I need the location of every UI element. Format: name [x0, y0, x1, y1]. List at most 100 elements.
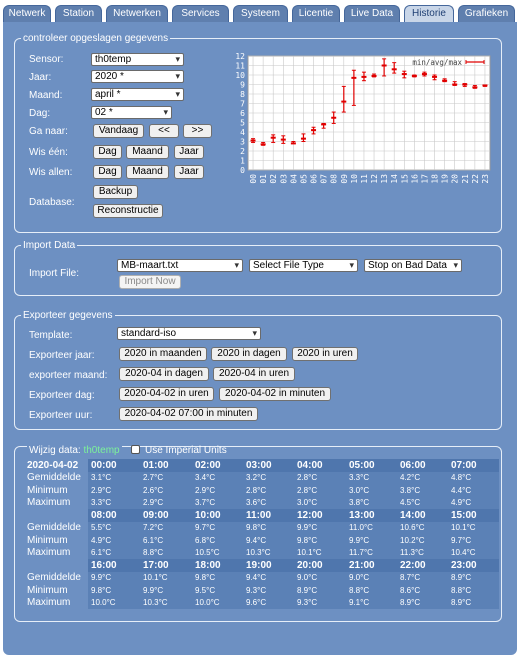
tab-station[interactable]: Station	[55, 5, 102, 23]
wis-allen-dag-button[interactable]: Dag	[93, 165, 122, 179]
value-cell[interactable]: 3.0°C	[346, 484, 397, 497]
maand-select[interactable]: april * ▾	[91, 88, 184, 101]
value-cell[interactable]: 9.7°C	[192, 521, 243, 534]
value-cell[interactable]: 10.1°C	[448, 521, 499, 534]
tab-historie[interactable]: Historie	[404, 5, 454, 23]
imperial-units-checkbox[interactable]	[131, 445, 140, 454]
value-cell[interactable]: 9.9°C	[346, 534, 397, 547]
value-cell[interactable]: 8.8°C	[140, 546, 192, 559]
value-cell[interactable]: 9.0°C	[346, 571, 397, 584]
value-cell[interactable]: 9.8°C	[294, 534, 346, 547]
jaar-select[interactable]: 2020 * ▾	[91, 70, 184, 83]
value-cell[interactable]: 10.3°C	[140, 596, 192, 609]
value-cell[interactable]: 3.3°C	[346, 471, 397, 484]
value-cell[interactable]: 3.6°C	[243, 496, 294, 509]
vandaag-button[interactable]: Vandaag	[93, 124, 144, 138]
value-cell[interactable]: 4.9°C	[448, 496, 499, 509]
wis-een-jaar-button[interactable]: Jaar	[174, 145, 204, 159]
export-day-hours-button[interactable]: 2020-04-02 in uren	[119, 387, 214, 401]
value-cell[interactable]: 10.6°C	[397, 521, 448, 534]
tab-grafieken[interactable]: Grafieken	[458, 5, 515, 23]
value-cell[interactable]: 10.0°C	[88, 596, 140, 609]
value-cell[interactable]: 9.4°C	[243, 571, 294, 584]
value-cell[interactable]: 8.6°C	[397, 584, 448, 597]
value-cell[interactable]: 4.2°C	[397, 471, 448, 484]
tab-netwerken[interactable]: Netwerken	[106, 5, 168, 23]
value-cell[interactable]: 9.6°C	[243, 596, 294, 609]
value-cell[interactable]: 9.9°C	[140, 584, 192, 597]
import-now-button[interactable]: Import Now	[119, 275, 181, 289]
value-cell[interactable]: 2.8°C	[294, 471, 346, 484]
next-day-button[interactable]: >>	[183, 124, 212, 138]
template-select[interactable]: standard-iso ▾	[117, 327, 261, 340]
value-cell[interactable]: 2.9°C	[140, 496, 192, 509]
value-cell[interactable]: 10.2°C	[397, 534, 448, 547]
value-cell[interactable]: 4.4°C	[448, 484, 499, 497]
value-cell[interactable]: 4.9°C	[88, 534, 140, 547]
export-year-hours-button[interactable]: 2020 in uren	[292, 347, 358, 361]
value-cell[interactable]: 3.4°C	[192, 471, 243, 484]
value-cell[interactable]: 9.8°C	[192, 571, 243, 584]
tab-licentie[interactable]: Licentie	[292, 5, 340, 23]
value-cell[interactable]: 8.8°C	[448, 584, 499, 597]
value-cell[interactable]: 3.2°C	[243, 471, 294, 484]
value-cell[interactable]: 3.8°C	[346, 496, 397, 509]
value-cell[interactable]: 6.1°C	[88, 546, 140, 559]
value-cell[interactable]: 10.1°C	[294, 546, 346, 559]
value-cell[interactable]: 9.7°C	[448, 534, 499, 547]
wis-een-maand-button[interactable]: Maand	[126, 145, 169, 159]
value-cell[interactable]: 10.4°C	[448, 546, 499, 559]
value-cell[interactable]: 3.0°C	[294, 496, 346, 509]
value-cell[interactable]: 2.7°C	[140, 471, 192, 484]
import-file-select[interactable]: MB-maart.txt ▾	[117, 259, 243, 272]
dag-select[interactable]: 02 * ▾	[91, 106, 172, 119]
value-cell[interactable]: 9.4°C	[243, 534, 294, 547]
reconstructie-button[interactable]: Reconstructie	[93, 204, 163, 218]
value-cell[interactable]: 9.1°C	[346, 596, 397, 609]
file-type-select[interactable]: Select File Type ▾	[249, 259, 358, 272]
export-hour-minutes-button[interactable]: 2020-04-02 07:00 in minuten	[119, 407, 258, 421]
value-cell[interactable]: 9.3°C	[243, 584, 294, 597]
tab-systeem[interactable]: Systeem	[233, 5, 288, 23]
value-cell[interactable]: 6.1°C	[140, 534, 192, 547]
value-cell[interactable]: 10.3°C	[243, 546, 294, 559]
tab-live-data[interactable]: Live Data	[344, 5, 400, 23]
value-cell[interactable]: 10.5°C	[192, 546, 243, 559]
value-cell[interactable]: 4.8°C	[448, 471, 499, 484]
value-cell[interactable]: 8.9°C	[397, 596, 448, 609]
value-cell[interactable]: 11.3°C	[397, 546, 448, 559]
wis-allen-maand-button[interactable]: Maand	[126, 165, 169, 179]
value-cell[interactable]: 3.8°C	[397, 484, 448, 497]
value-cell[interactable]: 9.8°C	[243, 521, 294, 534]
value-cell[interactable]: 9.9°C	[88, 571, 140, 584]
export-day-minutes-button[interactable]: 2020-04-02 in minuten	[219, 387, 331, 401]
value-cell[interactable]: 10.0°C	[192, 596, 243, 609]
value-cell[interactable]: 5.5°C	[88, 521, 140, 534]
value-cell[interactable]: 2.8°C	[243, 484, 294, 497]
value-cell[interactable]: 8.9°C	[448, 596, 499, 609]
tab-netwerk[interactable]: Netwerk	[3, 5, 51, 23]
value-cell[interactable]: 2.9°C	[192, 484, 243, 497]
value-cell[interactable]: 2.8°C	[294, 484, 346, 497]
value-cell[interactable]: 3.3°C	[88, 496, 140, 509]
value-cell[interactable]: 3.7°C	[192, 496, 243, 509]
previous-day-button[interactable]: <<	[149, 124, 179, 138]
export-year-months-button[interactable]: 2020 in maanden	[119, 347, 207, 361]
value-cell[interactable]: 4.5°C	[397, 496, 448, 509]
wis-een-dag-button[interactable]: Dag	[93, 145, 122, 159]
export-month-days-button[interactable]: 2020-04 in dagen	[119, 367, 209, 381]
export-month-hours-button[interactable]: 2020-04 in uren	[213, 367, 295, 381]
stop-on-bad-data-select[interactable]: Stop on Bad Data ▾	[364, 259, 462, 272]
value-cell[interactable]: 9.0°C	[294, 571, 346, 584]
value-cell[interactable]: 9.5°C	[192, 584, 243, 597]
value-cell[interactable]: 8.8°C	[346, 584, 397, 597]
export-year-days-button[interactable]: 2020 in dagen	[211, 347, 287, 361]
sensor-select[interactable]: th0temp ▾	[91, 53, 184, 66]
value-cell[interactable]: 9.9°C	[294, 521, 346, 534]
value-cell[interactable]: 8.9°C	[448, 571, 499, 584]
value-cell[interactable]: 2.9°C	[88, 484, 140, 497]
value-cell[interactable]: 10.1°C	[140, 571, 192, 584]
value-cell[interactable]: 9.8°C	[88, 584, 140, 597]
value-cell[interactable]: 3.1°C	[88, 471, 140, 484]
value-cell[interactable]: 6.8°C	[192, 534, 243, 547]
